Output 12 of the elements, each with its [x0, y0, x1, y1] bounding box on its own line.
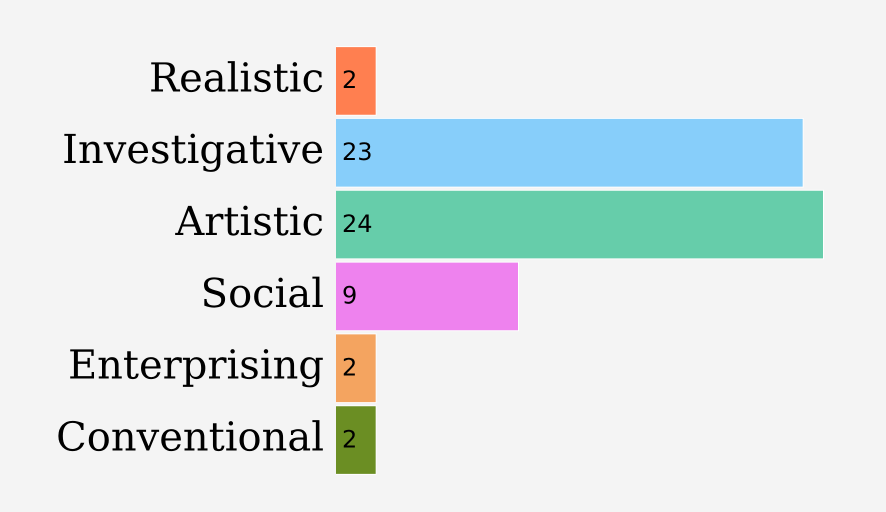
y-tick-label: Artistic — [174, 198, 324, 245]
y-tick-label: Realistic — [148, 55, 324, 102]
data-label: 23 — [342, 138, 373, 166]
y-tick-label: Conventional — [56, 414, 324, 460]
y-tick-label: Social — [200, 270, 324, 317]
data-label: 2 — [342, 66, 358, 94]
y-tick-label: Investigative — [62, 127, 324, 174]
data-label: 2 — [342, 353, 358, 382]
data-label: 9 — [342, 282, 358, 310]
data-label: 24 — [342, 210, 373, 238]
data-label: 2 — [342, 425, 358, 454]
y-tick-label: Enterprising — [68, 342, 324, 389]
